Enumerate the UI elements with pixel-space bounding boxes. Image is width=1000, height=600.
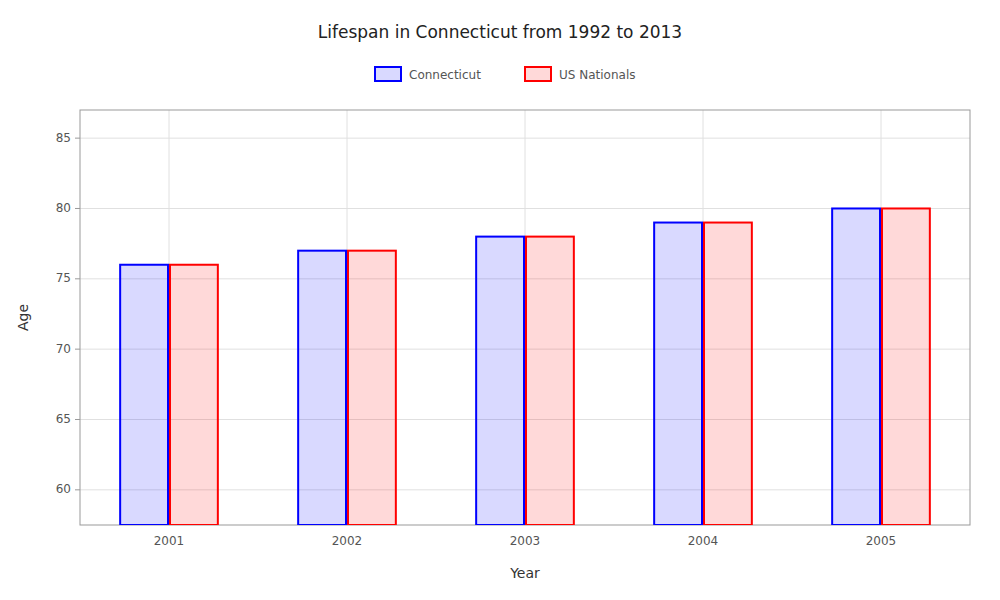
- x-tick-label: 2005: [866, 534, 897, 548]
- plot-frame: [80, 110, 970, 525]
- y-tick: [75, 278, 80, 279]
- grid: [80, 110, 970, 525]
- x-tick-label: 2001: [154, 534, 185, 548]
- y-tick: [75, 208, 80, 209]
- x-tick-label: 2002: [332, 534, 363, 548]
- bar: [298, 251, 346, 525]
- y-tick: [75, 349, 80, 350]
- bar: [832, 208, 880, 525]
- bar: [882, 208, 930, 525]
- y-tick-label: 75: [56, 271, 71, 285]
- bar: [526, 237, 574, 525]
- y-tick-label: 85: [56, 131, 71, 145]
- y-axis-label: Age: [15, 304, 31, 331]
- x-tick-label: 2004: [688, 534, 719, 548]
- x-axis: 2001 2002 2003 2004 2005: [154, 534, 897, 548]
- bar: [348, 251, 396, 525]
- bar: [654, 223, 702, 525]
- bars: [120, 208, 930, 525]
- bar: [704, 223, 752, 525]
- y-tick: [75, 138, 80, 139]
- legend-swatch: [525, 67, 551, 81]
- y-tick-label: 60: [56, 482, 71, 496]
- legend: Connecticut US Nationals: [375, 67, 635, 82]
- bar: [120, 265, 168, 525]
- title: Lifespan in Connecticut from 1992 to 201…: [318, 22, 682, 42]
- bar: [170, 265, 218, 525]
- y-tick-label: 70: [56, 342, 71, 356]
- x-tick-label: 2003: [510, 534, 541, 548]
- chart-container: 60 65 70 75 80 85 2001 2002 2003 2004 2005 Year Age L…: [0, 0, 1000, 600]
- y-tick: [75, 419, 80, 420]
- bar: [476, 237, 524, 525]
- chart-svg: 60 65 70 75 80 85 2001 2002 2003 2004 2005 Year Age L…: [0, 0, 1000, 600]
- legend-swatch: [375, 67, 401, 81]
- y-axis: 60 65 70 75 80 85: [56, 131, 80, 497]
- y-tick-label: 80: [56, 201, 71, 215]
- legend-label: US Nationals: [559, 68, 635, 82]
- legend-label: Connecticut: [409, 68, 481, 82]
- x-axis-label: Year: [509, 565, 540, 581]
- y-tick: [75, 489, 80, 490]
- y-tick-label: 65: [56, 412, 71, 426]
